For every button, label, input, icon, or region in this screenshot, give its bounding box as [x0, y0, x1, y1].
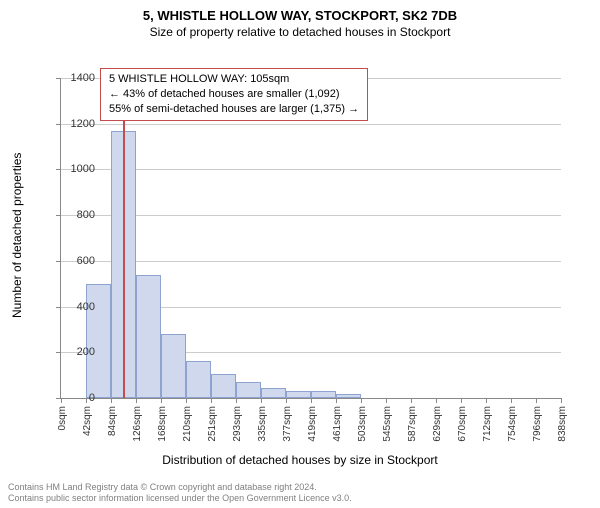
- x-tick-label: 629sqm: [432, 406, 443, 442]
- x-tick-label: 335sqm: [257, 406, 268, 442]
- x-tick-mark: [336, 398, 337, 403]
- x-tick-label: 84sqm: [107, 406, 118, 436]
- x-tick-mark: [486, 398, 487, 403]
- x-tick-label: 377sqm: [282, 406, 293, 442]
- info-line-1: 5 WHISTLE HOLLOW WAY: 105sqm: [109, 72, 359, 87]
- x-tick-label: 670sqm: [457, 406, 468, 442]
- x-tick-mark: [236, 398, 237, 403]
- info-line-3: 55% of semi-detached houses are larger (…: [109, 102, 359, 117]
- x-tick-label: 712sqm: [482, 406, 493, 442]
- chart-title: 5, WHISTLE HOLLOW WAY, STOCKPORT, SK2 7D…: [0, 8, 600, 23]
- y-axis-label: Number of detached properties: [10, 153, 24, 318]
- x-tick-mark: [261, 398, 262, 403]
- y-tick-label: 400: [55, 301, 95, 313]
- x-tick-mark: [411, 398, 412, 403]
- footer-line-1: Contains HM Land Registry data © Crown c…: [8, 482, 352, 493]
- x-tick-mark: [286, 398, 287, 403]
- x-tick-mark: [211, 398, 212, 403]
- x-tick-mark: [386, 398, 387, 403]
- x-tick-mark: [111, 398, 112, 403]
- x-tick-label: 838sqm: [557, 406, 568, 442]
- chart-subtitle: Size of property relative to detached ho…: [0, 25, 600, 39]
- x-tick-label: 210sqm: [182, 406, 193, 442]
- footer-line-2: Contains public sector information licen…: [8, 493, 352, 504]
- xticks-container: 0sqm42sqm84sqm126sqm168sqm210sqm251sqm29…: [61, 78, 561, 398]
- x-tick-label: 0sqm: [57, 406, 68, 430]
- x-tick-mark: [561, 398, 562, 403]
- property-marker-line: [123, 78, 125, 398]
- chart-plot-area: 0sqm42sqm84sqm126sqm168sqm210sqm251sqm29…: [60, 78, 561, 399]
- x-tick-mark: [461, 398, 462, 403]
- chart-info-box: 5 WHISTLE HOLLOW WAY: 105sqm ← 43% of de…: [100, 68, 368, 121]
- x-tick-mark: [161, 398, 162, 403]
- y-tick-label: 800: [55, 209, 95, 221]
- x-tick-mark: [436, 398, 437, 403]
- x-tick-label: 587sqm: [407, 406, 418, 442]
- x-tick-mark: [511, 398, 512, 403]
- x-tick-label: 42sqm: [82, 406, 93, 436]
- x-tick-label: 419sqm: [307, 406, 318, 442]
- y-tick-label: 1200: [55, 118, 95, 130]
- y-tick-label: 0: [55, 392, 95, 404]
- x-tick-label: 503sqm: [357, 406, 368, 442]
- x-tick-mark: [311, 398, 312, 403]
- y-tick-label: 200: [55, 346, 95, 358]
- x-tick-mark: [136, 398, 137, 403]
- x-axis-label: Distribution of detached houses by size …: [0, 453, 600, 467]
- x-tick-label: 293sqm: [232, 406, 243, 442]
- x-tick-label: 251sqm: [207, 406, 218, 442]
- x-tick-label: 754sqm: [507, 406, 518, 442]
- x-tick-label: 461sqm: [332, 406, 343, 442]
- y-tick-label: 1000: [55, 163, 95, 175]
- x-tick-label: 168sqm: [157, 406, 168, 442]
- x-tick-mark: [361, 398, 362, 403]
- x-tick-label: 126sqm: [132, 406, 143, 442]
- x-tick-mark: [536, 398, 537, 403]
- x-tick-mark: [186, 398, 187, 403]
- x-tick-label: 545sqm: [382, 406, 393, 442]
- y-tick-label: 1400: [55, 72, 95, 84]
- footer-attribution: Contains HM Land Registry data © Crown c…: [8, 482, 352, 505]
- info-line-2: ← 43% of detached houses are smaller (1,…: [109, 87, 359, 102]
- chart-container: 5, WHISTLE HOLLOW WAY, STOCKPORT, SK2 7D…: [0, 8, 600, 508]
- x-tick-label: 796sqm: [532, 406, 543, 442]
- y-tick-label: 600: [55, 255, 95, 267]
